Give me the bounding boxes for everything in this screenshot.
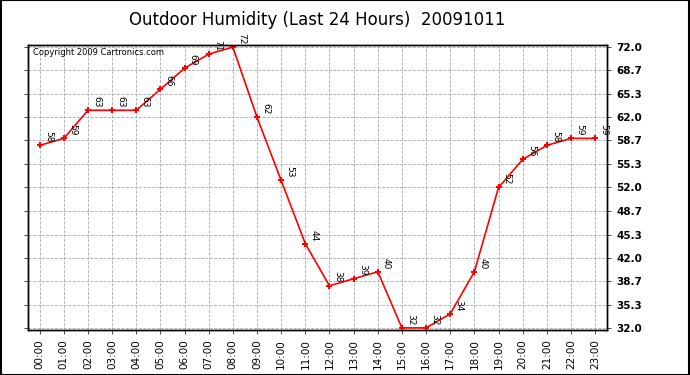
- Text: Outdoor Humidity (Last 24 Hours)  20091011: Outdoor Humidity (Last 24 Hours) 2009101…: [129, 11, 506, 29]
- Text: 44: 44: [310, 230, 319, 241]
- Text: 71: 71: [213, 40, 222, 51]
- Text: Copyright 2009 Cartronics.com: Copyright 2009 Cartronics.com: [33, 48, 164, 57]
- Text: 34: 34: [455, 300, 464, 311]
- Text: 66: 66: [165, 75, 174, 87]
- Text: 32: 32: [406, 314, 415, 325]
- Text: 39: 39: [358, 264, 367, 276]
- Text: 40: 40: [479, 258, 488, 269]
- Text: 58: 58: [551, 131, 560, 142]
- Text: 52: 52: [503, 173, 512, 185]
- Text: 63: 63: [141, 96, 150, 108]
- Text: 32: 32: [431, 314, 440, 325]
- Text: 59: 59: [68, 124, 77, 136]
- Text: 40: 40: [382, 258, 391, 269]
- Text: 56: 56: [527, 145, 536, 157]
- Text: 59: 59: [600, 124, 609, 136]
- Text: 69: 69: [189, 54, 198, 65]
- Text: 72: 72: [237, 33, 246, 44]
- Text: 53: 53: [286, 166, 295, 178]
- Text: 38: 38: [334, 272, 343, 283]
- Text: 59: 59: [575, 124, 584, 136]
- Text: 58: 58: [44, 131, 53, 142]
- Text: 63: 63: [92, 96, 101, 108]
- Text: 62: 62: [262, 103, 270, 114]
- Text: 63: 63: [117, 96, 126, 108]
